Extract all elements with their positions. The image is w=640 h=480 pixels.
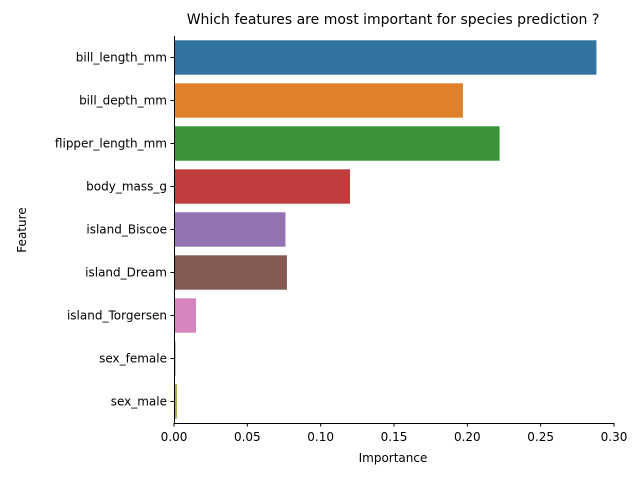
y-axis-ticks: bill_length_mm bill_depth_mm flipper_lengt… bbox=[55, 51, 174, 409]
bar-sex_male bbox=[174, 384, 177, 419]
x-tick-label: 0.30 bbox=[601, 430, 628, 444]
y-tick-label-bill_depth_mm: bill_depth_mm bbox=[79, 94, 167, 108]
bar-island_Torgersen bbox=[174, 298, 196, 333]
y-tick-label-sex_male: sex_male bbox=[111, 395, 167, 409]
y-tick-label-island_Biscoe: island_Biscoe bbox=[86, 223, 167, 237]
x-axis-ticks: 0.00 0.05 0.10 0.15 0.20 0.25 0.30 bbox=[161, 423, 628, 444]
bar-bill_depth_mm bbox=[174, 83, 463, 118]
y-tick-label-island_Torgersen: island_Torgersen bbox=[67, 309, 167, 323]
y-axis-label: Feature bbox=[15, 207, 29, 252]
x-tick-label: 0.00 bbox=[161, 430, 188, 444]
x-tick-label: 0.10 bbox=[307, 430, 334, 444]
x-tick-label: 0.20 bbox=[454, 430, 481, 444]
bars-group bbox=[174, 40, 597, 419]
y-tick-label-sex_female: sex_female bbox=[99, 352, 167, 366]
y-tick-label-body_mass_g: body_mass_g bbox=[86, 180, 167, 194]
bar-flipper_length_mm bbox=[174, 126, 500, 161]
x-tick-label: 0.25 bbox=[527, 430, 554, 444]
x-tick-label: 0.05 bbox=[234, 430, 261, 444]
y-tick-label-flipper_length_mm: flipper_length_mm bbox=[55, 137, 167, 151]
x-axis-label: Importance bbox=[359, 451, 428, 465]
bar-bill_length_mm bbox=[174, 40, 597, 75]
y-tick-label-island_Dream: island_Dream bbox=[85, 266, 167, 280]
bar-island_Dream bbox=[174, 255, 287, 290]
bar-body_mass_g bbox=[174, 169, 350, 204]
bar-island_Biscoe bbox=[174, 212, 286, 247]
x-tick-label: 0.15 bbox=[381, 430, 408, 444]
chart-title: Which features are most important for sp… bbox=[187, 12, 600, 28]
y-tick-label-bill_length_mm: bill_length_mm bbox=[76, 51, 167, 65]
